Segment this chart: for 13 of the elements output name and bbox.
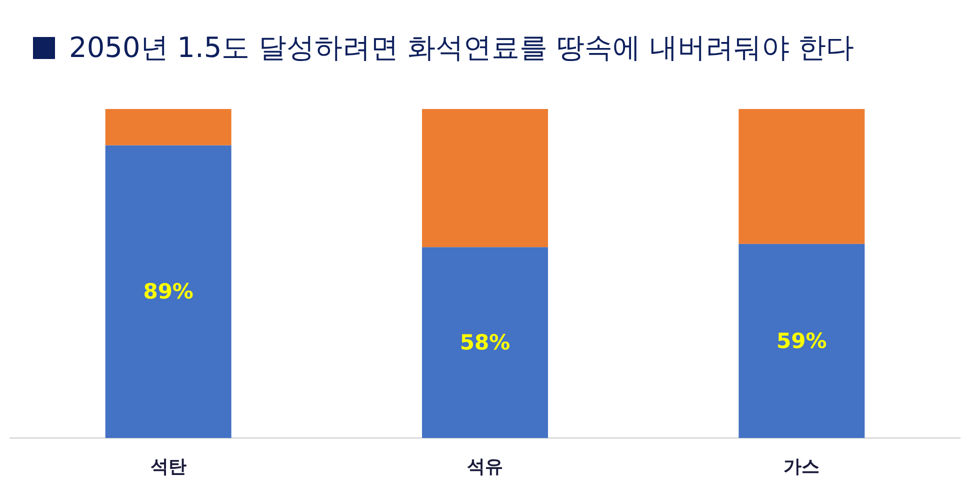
data-label: 58% <box>460 330 510 355</box>
bar <box>105 109 232 146</box>
x-tick-label: 석탄 <box>150 456 186 478</box>
bar <box>738 244 865 438</box>
chart-title: 2050년 1.5도 달성하려면 화석연료를 땅속에 내버려둬야 한다 <box>69 30 854 66</box>
x-tick-label: 가스 <box>784 456 820 478</box>
x-tick-label: 석유 <box>467 456 503 478</box>
data-label: 59% <box>776 328 827 353</box>
data-label: 89% <box>143 280 194 304</box>
bar <box>738 109 865 244</box>
bar <box>105 145 232 438</box>
bar <box>422 247 548 438</box>
bar <box>422 109 548 248</box>
